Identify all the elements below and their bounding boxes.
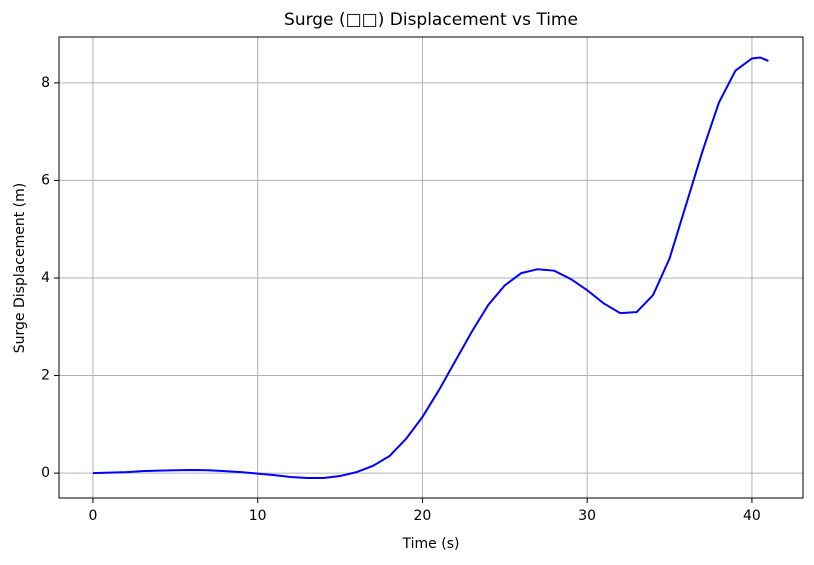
y-tick-label: 4 xyxy=(41,270,50,286)
x-tick-label: 10 xyxy=(249,508,267,524)
x-axis-label: Time (s) xyxy=(402,536,460,552)
y-tick-label: 2 xyxy=(41,368,50,384)
x-tick-label: 0 xyxy=(88,508,97,524)
plot-frame xyxy=(58,36,804,499)
x-tick-label: 40 xyxy=(743,508,761,524)
chart-title: Surge (□□) Displacement vs Time xyxy=(284,10,578,30)
y-tick-label: 0 xyxy=(41,465,50,481)
y-axis-label: Surge Displacement (m) xyxy=(12,183,28,353)
y-tick-label: 6 xyxy=(41,172,50,188)
y-tick-label: 8 xyxy=(41,75,50,91)
x-tick-label: 20 xyxy=(414,508,432,524)
data-line xyxy=(92,56,769,479)
x-tick-label: 30 xyxy=(578,508,596,524)
